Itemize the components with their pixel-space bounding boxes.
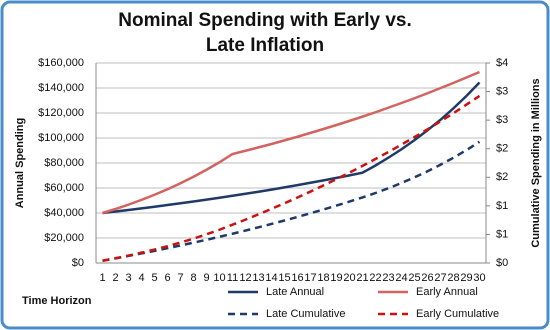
x-tick-label: 23 bbox=[382, 272, 394, 284]
chart-title: Nominal Spending with Early vs. Late Inf… bbox=[118, 10, 412, 56]
x-tick-label: 2 bbox=[112, 272, 118, 284]
x-tick-label: 4 bbox=[138, 272, 144, 284]
x-tick-label: 22 bbox=[369, 272, 381, 284]
x-tick-label: 27 bbox=[434, 272, 446, 284]
x-axis-title: Time Horizon bbox=[22, 295, 92, 307]
y2-tick-label: $1 bbox=[496, 200, 508, 212]
x-tick-label: 25 bbox=[408, 272, 420, 284]
legend-label: Late Annual bbox=[266, 286, 324, 298]
x-tick-label: 10 bbox=[213, 272, 225, 284]
x-tick-label: 1 bbox=[99, 272, 105, 284]
x-tick-label: 20 bbox=[343, 272, 355, 284]
y2-tick-label: $1 bbox=[496, 228, 508, 240]
y-tick-label: $60,000 bbox=[44, 182, 84, 194]
series-line bbox=[102, 70, 480, 215]
x-tick-label: 9 bbox=[203, 272, 209, 284]
y-tick-label: $160,000 bbox=[38, 57, 84, 69]
y-tick-label: $120,000 bbox=[38, 107, 84, 119]
x-tick-label: 8 bbox=[190, 272, 196, 284]
x-tick-label: 7 bbox=[177, 272, 183, 284]
series-line bbox=[102, 140, 481, 262]
legend-label: Late Cumulative bbox=[266, 308, 346, 320]
x-tick-label: 6 bbox=[164, 272, 170, 284]
y2-tick-label: $2 bbox=[496, 143, 508, 155]
y-tick-label: $80,000 bbox=[44, 157, 84, 169]
x-tick-label: 18 bbox=[317, 272, 329, 284]
x-tick-label: 29 bbox=[460, 272, 472, 284]
x-tick-label: 28 bbox=[447, 272, 459, 284]
x-tick-label: 26 bbox=[421, 272, 433, 284]
x-tick-label: 15 bbox=[278, 272, 290, 284]
x-tick-label: 24 bbox=[395, 272, 407, 284]
y2-tick-label: $4 bbox=[496, 57, 508, 69]
x-tick-label: 30 bbox=[473, 272, 485, 284]
x-tick-label: 11 bbox=[227, 272, 238, 284]
y2-tick-label: $0 bbox=[496, 257, 508, 269]
x-tick-label: 14 bbox=[265, 272, 277, 284]
x-tick-label: 12 bbox=[239, 272, 251, 284]
series-line bbox=[102, 94, 481, 262]
y-tick-label: $0 bbox=[72, 257, 84, 269]
x-tick-label: 21 bbox=[356, 272, 368, 284]
y2-tick-label: $3 bbox=[496, 85, 508, 97]
y-tick-label: $100,000 bbox=[38, 132, 84, 144]
x-tick-label: 17 bbox=[304, 272, 316, 284]
x-tick-label: 3 bbox=[125, 272, 131, 284]
y-tick-label: $40,000 bbox=[44, 207, 84, 219]
y-tick-label: $20,000 bbox=[44, 232, 84, 244]
y-axis-title: Annual Spending bbox=[14, 118, 26, 208]
legend-label: Early Annual bbox=[416, 286, 478, 298]
y2-tick-label: $3 bbox=[496, 114, 508, 126]
x-tick-label: 16 bbox=[291, 272, 303, 284]
x-tick-label: 13 bbox=[252, 272, 264, 284]
y-tick-label: $140,000 bbox=[38, 82, 84, 94]
series-line bbox=[102, 81, 481, 215]
x-tick-label: 5 bbox=[151, 272, 157, 284]
y2-tick-label: $2 bbox=[496, 171, 508, 183]
x-tick-label: 19 bbox=[330, 272, 342, 284]
y2-axis-title: Cumulative Spending in Millions bbox=[530, 78, 542, 247]
legend-label: Early Cumulative bbox=[416, 308, 499, 320]
